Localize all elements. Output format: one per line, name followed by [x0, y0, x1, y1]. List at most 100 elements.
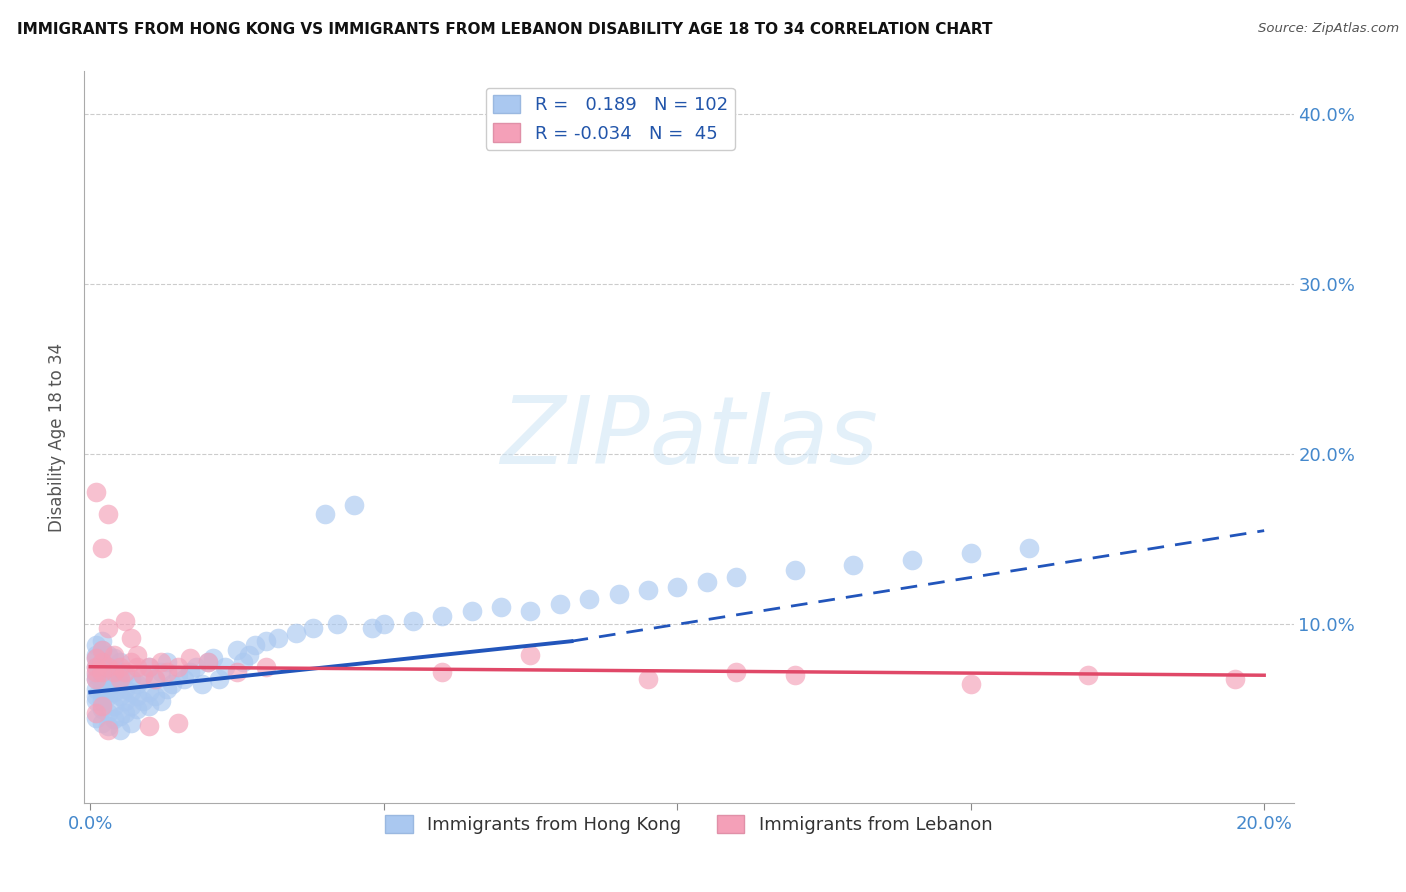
Point: [132, 694, 155, 708]
Point: [103, 698, 125, 713]
Point: [373, 617, 395, 632]
Point: [138, 659, 160, 673]
Point: [120, 655, 142, 669]
Point: [91, 634, 114, 648]
Point: [243, 638, 266, 652]
Text: IMMIGRANTS FROM HONG KONG VS IMMIGRANTS FROM LEBANON DISABILITY AGE 18 TO 34 COR: IMMIGRANTS FROM HONG KONG VS IMMIGRANTS …: [17, 22, 993, 37]
Point: [637, 583, 659, 598]
Point: [97, 677, 120, 691]
Point: [91, 685, 114, 699]
Point: [162, 677, 184, 691]
Point: [91, 698, 114, 713]
Point: [208, 672, 231, 686]
Point: [114, 614, 136, 628]
Point: [548, 597, 571, 611]
Point: [173, 672, 195, 686]
Legend: Immigrants from Hong Kong, Immigrants from Lebanon: Immigrants from Hong Kong, Immigrants fr…: [378, 807, 1000, 841]
Point: [84, 484, 107, 499]
Point: [108, 677, 131, 691]
Point: [127, 659, 149, 673]
Point: [84, 659, 107, 673]
Point: [666, 580, 689, 594]
Point: [91, 715, 114, 730]
Point: [84, 681, 107, 696]
Point: [120, 672, 142, 686]
Point: [84, 706, 107, 720]
Point: [901, 552, 924, 566]
Point: [97, 648, 120, 662]
Point: [84, 689, 107, 703]
Point: [84, 694, 107, 708]
Point: [91, 665, 114, 679]
Point: [314, 507, 336, 521]
Point: [167, 659, 190, 673]
Point: [432, 665, 454, 679]
Point: [959, 677, 981, 691]
Point: [402, 614, 425, 628]
Point: [214, 659, 236, 673]
Point: [97, 668, 120, 682]
Point: [202, 651, 225, 665]
Point: [84, 638, 107, 652]
Point: [138, 719, 160, 733]
Point: [84, 672, 107, 686]
Point: [132, 668, 155, 682]
Text: ZIPatlas: ZIPatlas: [501, 392, 877, 483]
Point: [91, 541, 114, 555]
Point: [519, 648, 541, 662]
Point: [120, 698, 142, 713]
Point: [114, 681, 136, 696]
Point: [238, 648, 260, 662]
Point: [114, 706, 136, 720]
Point: [167, 668, 190, 682]
Point: [120, 715, 142, 730]
Point: [138, 698, 160, 713]
Point: [842, 558, 865, 572]
Point: [127, 689, 149, 703]
Point: [226, 665, 249, 679]
Point: [637, 672, 659, 686]
Point: [103, 685, 125, 699]
Point: [607, 586, 630, 600]
Y-axis label: Disability Age 18 to 34: Disability Age 18 to 34: [48, 343, 66, 532]
Point: [103, 672, 125, 686]
Point: [254, 634, 277, 648]
Point: [97, 689, 120, 703]
Point: [103, 651, 125, 665]
Point: [959, 546, 981, 560]
Point: [84, 672, 107, 686]
Point: [179, 665, 201, 679]
Point: [343, 498, 366, 512]
Point: [197, 655, 219, 669]
Point: [108, 723, 131, 737]
Point: [1018, 541, 1040, 555]
Point: [108, 709, 131, 723]
Point: [127, 648, 149, 662]
Point: [326, 617, 349, 632]
Point: [361, 621, 384, 635]
Point: [97, 659, 120, 673]
Point: [232, 655, 254, 669]
Point: [84, 651, 107, 665]
Point: [179, 651, 201, 665]
Point: [783, 563, 806, 577]
Point: [302, 621, 325, 635]
Point: [103, 648, 125, 662]
Point: [91, 694, 114, 708]
Point: [103, 713, 125, 727]
Point: [91, 672, 114, 686]
Point: [114, 668, 136, 682]
Point: [97, 719, 120, 733]
Point: [167, 715, 190, 730]
Point: [114, 665, 136, 679]
Point: [103, 665, 125, 679]
Point: [127, 677, 149, 691]
Point: [84, 659, 107, 673]
Point: [143, 689, 166, 703]
Point: [97, 681, 120, 696]
Point: [84, 665, 107, 679]
Point: [91, 655, 114, 669]
Point: [84, 651, 107, 665]
Point: [155, 655, 177, 669]
Point: [108, 655, 131, 669]
